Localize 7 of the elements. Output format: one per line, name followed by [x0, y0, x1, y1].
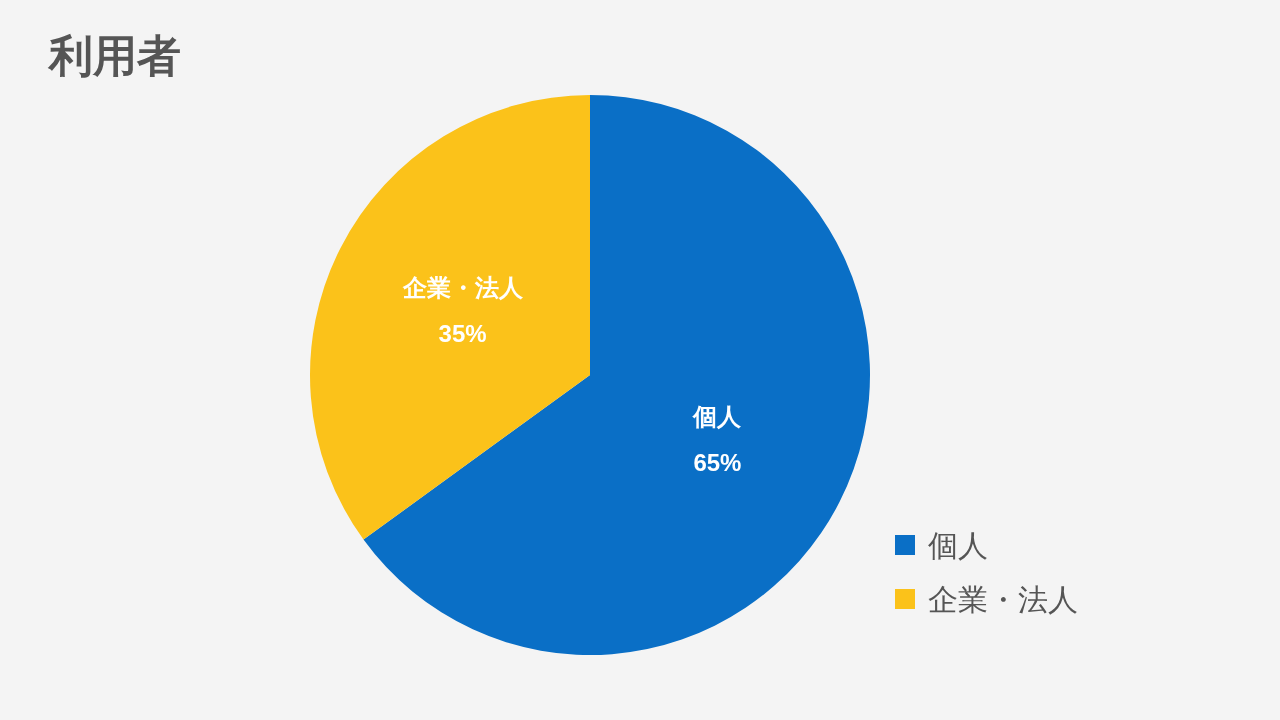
data-label: 65% — [693, 449, 742, 477]
data-label: 35% — [438, 319, 487, 347]
legend-label: 個人 — [928, 528, 988, 562]
legend-label: 企業・法人 — [928, 582, 1078, 616]
slice-label: 企業・法人 — [401, 273, 524, 301]
slice-label: 個人 — [692, 403, 743, 431]
chart-title: 利用者 — [47, 30, 181, 80]
